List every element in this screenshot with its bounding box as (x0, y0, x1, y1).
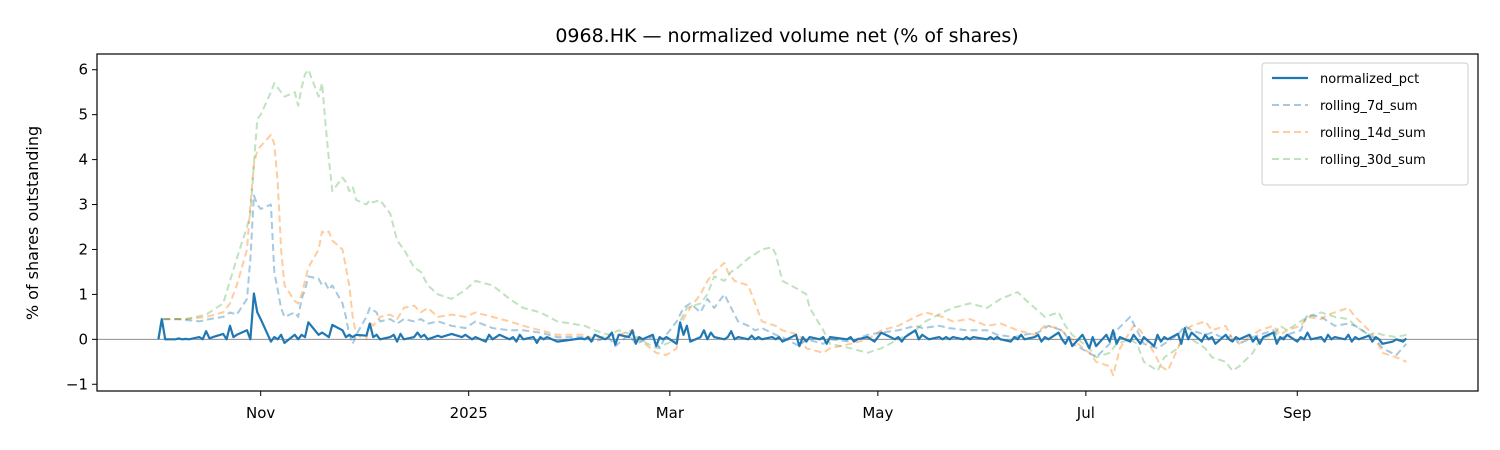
x-tick-label: Jul (1076, 404, 1095, 422)
y-tick-label: 5 (78, 106, 88, 124)
y-tick-label: 1 (78, 285, 88, 303)
legend-label: rolling_7d_sum (1320, 99, 1418, 114)
y-tick-label: 6 (78, 61, 88, 79)
x-tick-label: Sep (1283, 404, 1311, 422)
series-line-rolling-30d-sum (157, 68, 1407, 372)
y-axis-label: % of shares outstanding (23, 126, 42, 320)
chart-title: 0968.HK — normalized volume net (% of sh… (555, 25, 1018, 47)
y-tick-label: 3 (78, 196, 88, 214)
legend-box (1261, 62, 1469, 186)
axes: −1 0 1 2 3 4 5 6 Nov 2025 Mar May Jul Sep (66, 53, 1479, 422)
legend: normalized_pct rolling_7d_sum rolling_14d_… (1261, 62, 1469, 186)
x-tick-label: Nov (246, 404, 275, 422)
series-line-rolling-7d-sum (157, 194, 1408, 359)
x-tick-label: 2025 (450, 404, 488, 422)
y-tick-label: 4 (78, 151, 88, 169)
legend-label: normalized_pct (1320, 72, 1419, 87)
plot-frame (96, 53, 1479, 392)
legend-label: rolling_14d_sum (1320, 126, 1426, 141)
y-tick-label: 0 (78, 330, 88, 348)
series-line-normalized-pct (157, 292, 1408, 350)
x-tick-label: Mar (656, 404, 685, 422)
y-tick-label: −1 (66, 375, 88, 393)
x-tick-label: May (862, 404, 893, 422)
plot-area (97, 68, 1478, 377)
y-tick-label: 2 (78, 240, 88, 258)
series-line-rolling-14d-sum (157, 133, 1407, 377)
legend-label: rolling_30d_sum (1320, 153, 1426, 168)
